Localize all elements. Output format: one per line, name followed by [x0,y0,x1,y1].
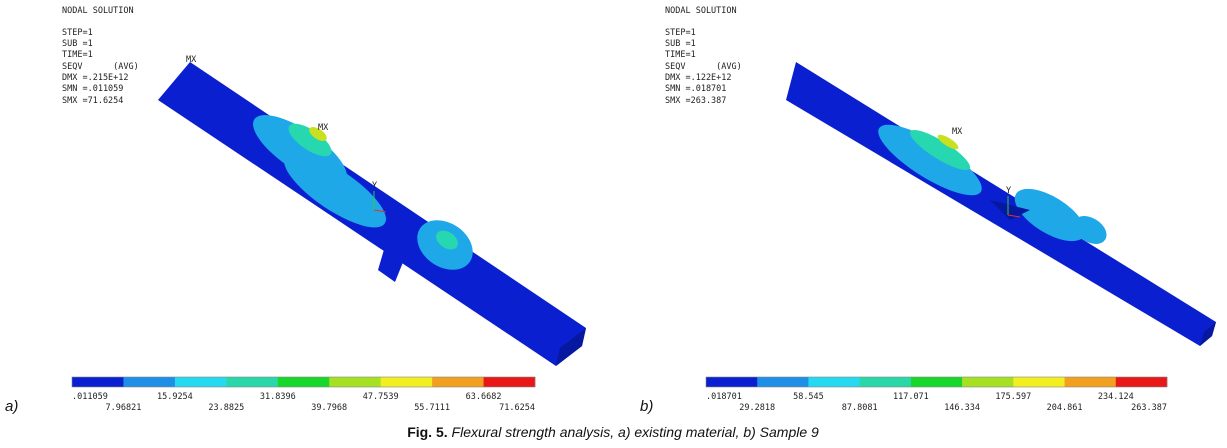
colorbar-segment [226,377,278,387]
legend-label: 204.861 [1047,403,1083,413]
legend-label: 31.8396 [260,392,296,402]
legend-label: 58.545 [793,392,824,402]
colorbar-segment [432,377,484,387]
caption-label: Fig. 5. [407,424,447,440]
legend-label: 117.071 [893,392,929,402]
colorbar-segment [860,377,912,387]
legend-label: 29.2818 [739,403,775,413]
colorbar-segment [484,377,536,387]
colorbar-segment [381,377,433,387]
solution-info: TIME=1 [62,50,93,60]
solution-info: SUB =1 [62,39,93,49]
legend-label: 55.7111 [414,403,450,413]
legend-label: 7.96821 [106,403,142,413]
legend-label: 234.124 [1098,392,1134,402]
colorbar-segment [329,377,381,387]
solution-info: NODAL SOLUTION [665,6,737,16]
legend-label: 63.6682 [466,392,502,402]
solution-info: SMX =263.387 [665,96,726,106]
solution-info: STEP=1 [62,28,93,38]
caption-text: Flexural strength analysis, a) existing … [452,424,819,440]
model-a [158,62,586,366]
colorbar-segment [706,377,758,387]
solution-info: SEQV (AVG) [665,62,742,72]
colorbar-segment [1116,377,1168,387]
marker-label: MX [186,55,197,65]
colorbar-segment [123,377,175,387]
legend-label: 71.6254 [499,403,535,413]
marker-label: Y [372,181,377,191]
model-b [786,62,1216,346]
legend-label: .018701 [706,392,742,402]
colorbar-segment [278,377,330,387]
marker-label: MX [318,123,329,133]
colorbar-segment [962,377,1014,387]
colorbar-segment [175,377,227,387]
colorbar-segment [72,377,124,387]
solution-info: SEQV (AVG) [62,62,139,72]
solution-info: DMX =.215E+12 [62,73,129,83]
colorbar-segment [808,377,860,387]
panel-label: b) [640,398,653,415]
marker-label: MX [952,127,963,137]
colorbar-segment [1065,377,1117,387]
caption: Fig. 5. Flexural strength analysis, a) e… [407,424,819,440]
legend-label: 23.8825 [208,403,244,413]
panel-label: a) [5,398,18,415]
solution-info: SMX =71.6254 [62,96,123,106]
legend-label: 175.597 [995,392,1031,402]
colorbar-segment [757,377,809,387]
figure: NODAL SOLUTIONSTEP=1SUB =1TIME=1SEQV (AV… [0,0,1227,448]
legend-label: 263.387 [1131,403,1167,413]
legend-label: 15.9254 [157,392,193,402]
marker-label: Y [1006,186,1011,196]
solution-info: STEP=1 [665,28,696,38]
solution-info: DMX =.122E+12 [665,73,732,83]
solution-info: SMN =.018701 [665,84,726,94]
legend-label: 87.8081 [842,403,878,413]
solution-info: NODAL SOLUTION [62,6,134,16]
colorbar-segment [1013,377,1065,387]
legend-label: 47.7539 [363,392,399,402]
solution-info: SMN =.011059 [62,84,123,94]
colorbar-segment [911,377,963,387]
legend-label: .011059 [72,392,108,402]
solution-info: TIME=1 [665,50,696,60]
solution-info: SUB =1 [665,39,696,49]
legend-label: 39.7968 [311,403,347,413]
legend-label: 146.334 [944,403,980,413]
